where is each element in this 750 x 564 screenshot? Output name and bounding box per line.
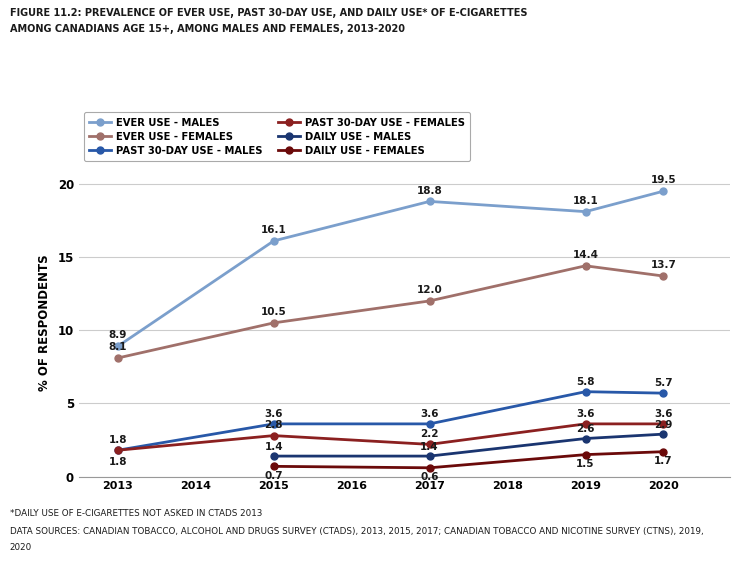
- Y-axis label: % OF RESPONDENTS: % OF RESPONDENTS: [38, 254, 50, 391]
- Text: 2.9: 2.9: [654, 420, 673, 430]
- Text: 13.7: 13.7: [650, 260, 676, 270]
- Text: 1.4: 1.4: [264, 442, 283, 452]
- Text: 5.7: 5.7: [654, 378, 673, 388]
- Text: 14.4: 14.4: [572, 250, 598, 260]
- Legend: EVER USE - MALES, EVER USE - FEMALES, PAST 30-DAY USE - MALES, PAST 30-DAY USE -: EVER USE - MALES, EVER USE - FEMALES, PA…: [84, 112, 470, 161]
- Text: 1.4: 1.4: [420, 442, 439, 452]
- Text: FIGURE 11.2: PREVALENCE OF EVER USE, PAST 30-DAY USE, AND DAILY USE* OF E-CIGARE: FIGURE 11.2: PREVALENCE OF EVER USE, PAS…: [10, 8, 527, 19]
- Text: 16.1: 16.1: [261, 225, 286, 235]
- Text: 2020: 2020: [10, 543, 32, 552]
- Text: AMONG CANADIANS AGE 15+, AMONG MALES AND FEMALES, 2013-2020: AMONG CANADIANS AGE 15+, AMONG MALES AND…: [10, 24, 405, 34]
- Text: 1.8: 1.8: [109, 435, 127, 445]
- Text: 1.7: 1.7: [654, 456, 673, 466]
- Text: 2.8: 2.8: [265, 421, 283, 430]
- Text: 1.5: 1.5: [576, 459, 595, 469]
- Text: 2.2: 2.2: [420, 429, 439, 439]
- Text: 0.7: 0.7: [264, 471, 283, 481]
- Text: 1.8: 1.8: [109, 457, 127, 467]
- Text: 8.9: 8.9: [109, 331, 127, 341]
- Text: 10.5: 10.5: [261, 307, 286, 317]
- Text: 0.6: 0.6: [420, 473, 439, 482]
- Text: 12.0: 12.0: [417, 285, 442, 295]
- Text: 19.5: 19.5: [651, 175, 676, 186]
- Text: 3.6: 3.6: [420, 409, 439, 418]
- Text: DATA SOURCES: CANADIAN TOBACCO, ALCOHOL AND DRUGS SURVEY (CTADS), 2013, 2015, 20: DATA SOURCES: CANADIAN TOBACCO, ALCOHOL …: [10, 527, 704, 536]
- Text: *DAILY USE OF E-CIGARETTES NOT ASKED IN CTADS 2013: *DAILY USE OF E-CIGARETTES NOT ASKED IN …: [10, 509, 262, 518]
- Text: 18.1: 18.1: [573, 196, 598, 206]
- Text: 3.6: 3.6: [576, 409, 595, 418]
- Text: 2.6: 2.6: [576, 425, 595, 434]
- Text: 3.6: 3.6: [265, 409, 283, 418]
- Text: 8.1: 8.1: [109, 342, 127, 352]
- Text: 18.8: 18.8: [417, 186, 442, 196]
- Text: 3.6: 3.6: [654, 409, 673, 418]
- Text: 5.8: 5.8: [576, 377, 595, 386]
